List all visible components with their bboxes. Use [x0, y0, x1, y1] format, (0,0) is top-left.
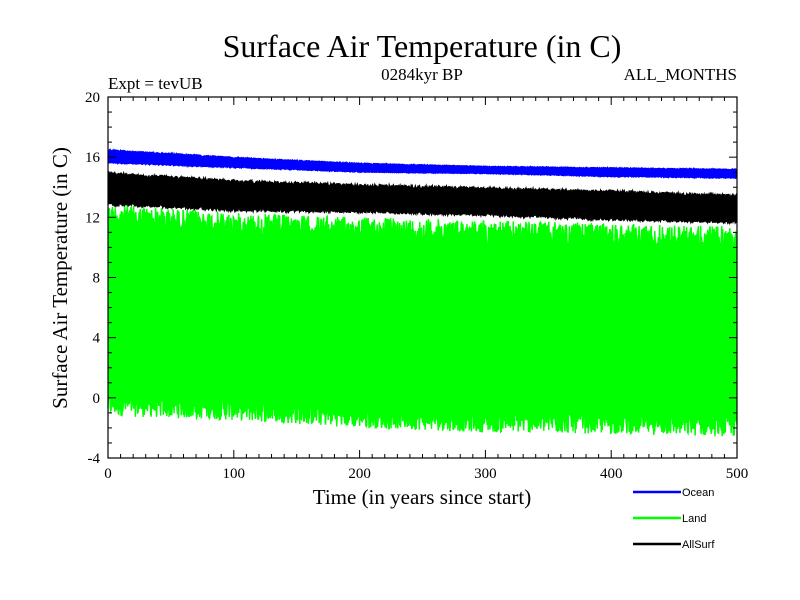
legend-label-land: Land — [682, 513, 706, 525]
x-axis-label: Time (in years since start) — [313, 485, 532, 509]
series-ocean-band — [107, 148, 738, 180]
legend: Ocean Land AllSurf — [633, 487, 715, 551]
y-tick-label: 8 — [93, 271, 101, 287]
series-allsurf-upper-edge — [107, 170, 738, 201]
series-ocean-lower-edge — [107, 160, 738, 180]
x-tick-label: 300 — [474, 466, 497, 482]
x-tick-label: 400 — [600, 466, 623, 482]
months-label: ALL_MONTHS — [624, 65, 737, 84]
series-land — [107, 205, 738, 437]
x-tick-label: 500 — [726, 466, 749, 482]
series-land-lower-edge — [107, 390, 738, 437]
series-ocean — [107, 147, 738, 180]
series-land-upper-edge — [107, 205, 738, 252]
x-tick-label: 100 — [223, 466, 246, 482]
plot-series — [107, 147, 738, 437]
series-ocean-upper-edge — [107, 147, 738, 172]
chart-title: Surface Air Temperature (in C) — [223, 28, 622, 64]
period-label: 0284kyr BP — [381, 65, 463, 84]
y-tick-label: 0 — [93, 391, 101, 407]
y-tick-label: -4 — [88, 451, 101, 467]
y-tick-label: 12 — [85, 210, 100, 226]
y-tick-label: 4 — [93, 331, 101, 347]
y-tick-label: 20 — [85, 90, 100, 106]
legend-label-allsurf: AllSurf — [682, 539, 715, 551]
series-allsurf — [107, 170, 738, 226]
experiment-label: Expt = tevUB — [108, 74, 203, 93]
x-tick-label: 0 — [104, 466, 112, 482]
x-tick-label: 200 — [348, 466, 371, 482]
y-axis-label: Surface Air Temperature (in C) — [48, 147, 72, 409]
legend-label-ocean: Ocean — [682, 487, 714, 499]
series-allsurf-lower-edge — [107, 200, 738, 226]
y-tick-label: 16 — [85, 150, 101, 166]
